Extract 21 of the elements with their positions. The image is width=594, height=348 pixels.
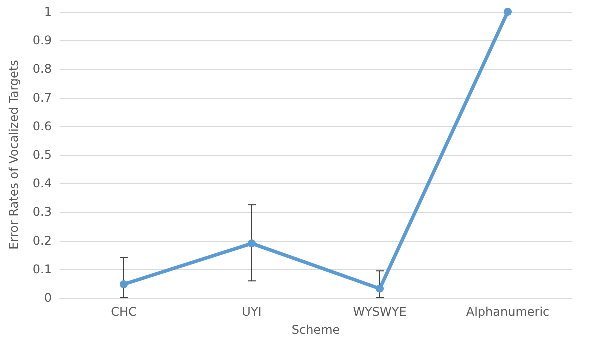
- y-tick-label: 0.2: [32, 234, 52, 248]
- point: [376, 284, 384, 293]
- y-tick-label: 0.6: [32, 119, 52, 134]
- y-tick-label: 0.8: [32, 62, 52, 76]
- x-tick-label: Alphanumeric: [466, 305, 550, 319]
- y-tick-label: 0.5: [32, 148, 52, 162]
- point: [504, 8, 512, 16]
- y-tick-label: 0.7: [32, 90, 52, 105]
- y-tick-label: 0.3: [32, 205, 52, 220]
- y-tick-label: 0.4: [32, 176, 52, 191]
- x-tick-label: CHC: [111, 305, 137, 319]
- x-tick-label: WYSWYE: [353, 305, 407, 319]
- y-tick-label: 0: [44, 291, 52, 305]
- y-axis-title: Error Rates of Vocalized Targets: [7, 60, 21, 250]
- x-tick-label: UYI: [242, 305, 262, 319]
- point: [120, 280, 128, 289]
- y-tick-label: 0.9: [32, 34, 52, 48]
- y-tick-label: 0.1: [32, 262, 52, 276]
- point: [248, 240, 256, 248]
- y-tick-label: 1: [44, 5, 52, 19]
- x-axis-title: Scheme: [292, 323, 340, 337]
